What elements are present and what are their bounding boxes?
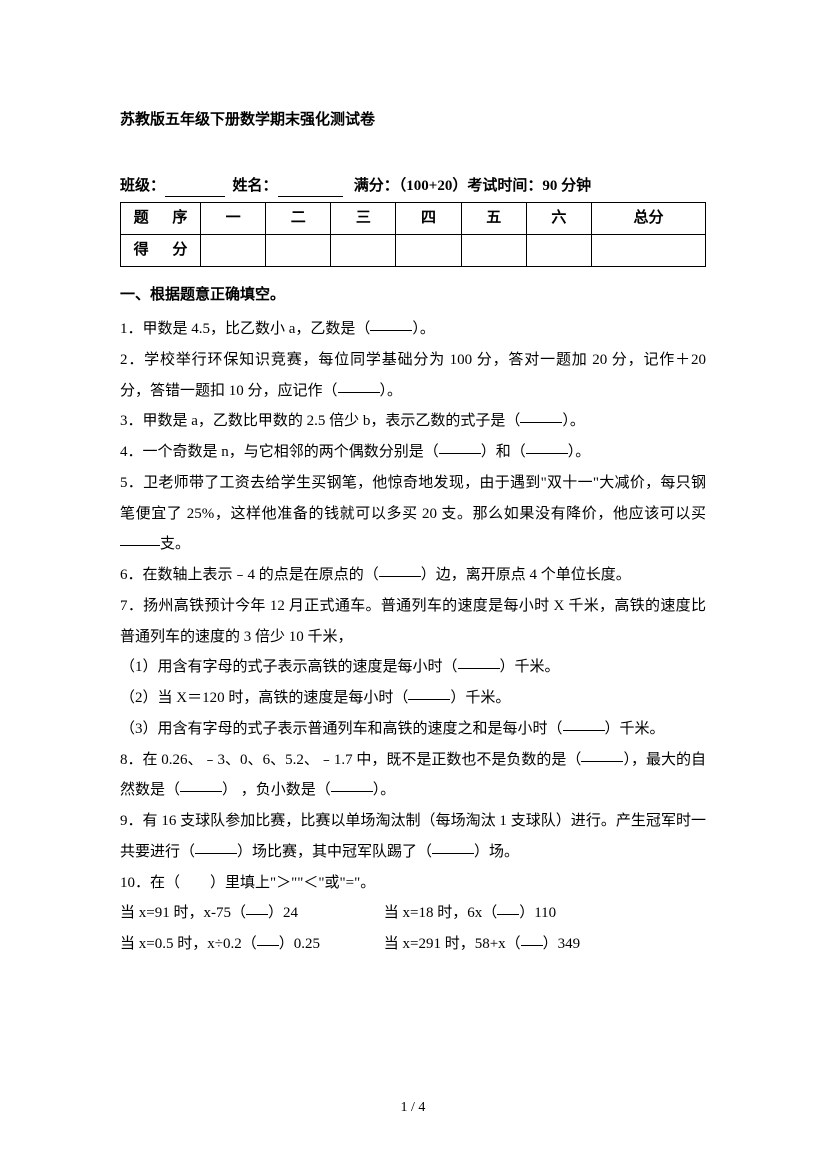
q1-blank[interactable]: [370, 317, 412, 331]
q9-blank2[interactable]: [432, 840, 474, 854]
q2-blank[interactable]: [338, 379, 380, 393]
score-4[interactable]: [396, 235, 461, 267]
question-7-1: （1）用含有字母的式子表示高铁的速度是每小时（ ）千米。: [120, 652, 706, 683]
q7-1b-text: ）千米。: [500, 659, 560, 675]
q8a-text: 8．在 0.26、﹣3、0、6、5.2、﹣1.7 中，既不是正数也不是负数的是（: [120, 752, 581, 768]
q10-r2-blank1[interactable]: [257, 932, 279, 946]
q7-1a-text: （1）用含有字母的式子表示高铁的速度是每小时（: [120, 659, 458, 675]
header-label: 题 序: [121, 203, 201, 235]
question-7-3: （3）用含有字母的式子表示普通列车和高铁的速度之和是每小时（ ）千米。: [120, 714, 706, 745]
q1-end: ）。: [412, 321, 435, 337]
class-blank[interactable]: [165, 181, 225, 197]
q10-r1-r: 当 x=18 时，6x（: [384, 905, 497, 921]
score-6[interactable]: [526, 235, 591, 267]
fullscore-label: 满分：（100+20）考试时间：90 分钟: [354, 178, 591, 194]
question-10-row1: 当 x=91 时，x-75（ ）24 当 x=18 时，6x（ ）110: [120, 898, 706, 929]
score-2[interactable]: [266, 235, 331, 267]
col-total: 总分: [591, 203, 705, 235]
score-3[interactable]: [331, 235, 396, 267]
q7-3-blank[interactable]: [563, 717, 605, 731]
q8d-text: ）。: [373, 782, 396, 798]
q4c-text: ）。: [568, 444, 591, 460]
q7-1-blank[interactable]: [458, 655, 500, 669]
question-4: 4．一个奇数是 n，与它相邻的两个偶数分别是（ ）和（ ）。: [120, 437, 706, 468]
col-6: 六: [526, 203, 591, 235]
section-1-title: 一、根据题意正确填空。: [120, 285, 706, 306]
question-2: 2．学校举行环保知识竞赛，每位同学基础分为 100 分，答对一题加 20 分，记…: [120, 345, 706, 407]
question-9: 9．有 16 支球队参加比赛，比赛以单场淘汰制（每场淘汰 1 支球队）进行。产生…: [120, 806, 706, 868]
q9-blank1[interactable]: [195, 840, 237, 854]
q7-2b-text: ）千米。: [450, 690, 510, 706]
q5-text: 5．卫老师带了工资去给学生买钢笔，他惊奇地发现，由于遇到"双十一"大减价，每只钢…: [120, 475, 706, 522]
question-7: 7．扬州高铁预计今年 12 月正式通车。普通列车的速度是每小时 X 千米，高铁的…: [120, 591, 706, 653]
q7-3b-text: ）千米。: [605, 721, 665, 737]
q10-r2-blank2[interactable]: [521, 932, 543, 946]
question-8: 8．在 0.26、﹣3、0、6、5.2、﹣1.7 中，既不是正数也不是负数的是（…: [120, 745, 706, 807]
question-3: 3．甲数是 a，乙数比甲数的 2.5 倍少 b，表示乙数的式子是（ ）。: [120, 406, 706, 437]
q3-end: ）。: [562, 413, 585, 429]
q10-r1-blank1[interactable]: [246, 901, 268, 915]
question-10: 10．在（ ）里填上"＞""＜"或"="。: [120, 868, 706, 899]
q2-end: ）。: [380, 383, 403, 399]
col-5: 五: [461, 203, 526, 235]
q3-text: 3．甲数是 a，乙数比甲数的 2.5 倍少 b，表示乙数的式子是（: [120, 413, 520, 429]
q4-blank2[interactable]: [526, 440, 568, 454]
q9b-text: ）场比赛，其中冠军队踢了（: [237, 844, 432, 860]
q7-2-blank[interactable]: [408, 686, 450, 700]
q10-r1-blank2[interactable]: [497, 901, 519, 915]
q10-r2-l: 当 x=0.5 时，x÷0.2（: [120, 936, 257, 952]
q7-3a-text: （3）用含有字母的式子表示普通列车和高铁的速度之和是每小时（: [120, 721, 563, 737]
q10-r1-l: 当 x=91 时，x-75（: [120, 905, 246, 921]
q8c-text: ） ，负小数是（: [222, 782, 331, 798]
score-1[interactable]: [201, 235, 266, 267]
table-header-row: 题 序 一 二 三 四 五 六 总分: [121, 203, 706, 235]
question-5: 5．卫老师带了工资去给学生买钢笔，他惊奇地发现，由于遇到"双十一"大减价，每只钢…: [120, 468, 706, 560]
question-6: 6．在数轴上表示﹣4 的点是在原点的（ ）边，离开原点 4 个单位长度。: [120, 560, 706, 591]
exam-title: 苏教版五年级下册数学期末强化测试卷: [120, 110, 706, 131]
q10-r1-r2: ）110: [519, 905, 556, 921]
col-4: 四: [396, 203, 461, 235]
q10-r2-l2: ）0.25: [279, 936, 320, 952]
col-2: 二: [266, 203, 331, 235]
q6b-text: ）边，离开原点 4 个单位长度。: [421, 567, 631, 583]
question-1: 1．甲数是 4.5，比乙数小 a，乙数是（ ）。: [120, 314, 706, 345]
info-line: 班级： 姓名： 满分：（100+20）考试时间：90 分钟: [120, 176, 706, 197]
q3-blank[interactable]: [520, 409, 562, 423]
q2-text: 2．学校举行环保知识竞赛，每位同学基础分为 100 分，答对一题加 20 分，记…: [120, 352, 706, 399]
q4-blank1[interactable]: [439, 440, 481, 454]
q1-text: 1．甲数是 4.5，比乙数小 a，乙数是（: [120, 321, 370, 337]
col-1: 一: [201, 203, 266, 235]
q9c-text: ）场。: [474, 844, 519, 860]
q10-r1-l2: ）24: [268, 905, 298, 921]
q8-blank3[interactable]: [331, 778, 373, 792]
score-table: 题 序 一 二 三 四 五 六 总分 得 分: [120, 202, 706, 267]
page-number: 1 / 4: [0, 1098, 826, 1118]
score-label: 得 分: [121, 235, 201, 267]
class-label: 班级：: [120, 178, 165, 194]
question-7-2: （2）当 X＝120 时，高铁的速度是每小时（ ）千米。: [120, 683, 706, 714]
table-score-row: 得 分: [121, 235, 706, 267]
score-total[interactable]: [591, 235, 705, 267]
q10-r2-r2: ）349: [543, 936, 581, 952]
q6-blank[interactable]: [379, 563, 421, 577]
name-blank[interactable]: [278, 181, 343, 197]
q5-blank[interactable]: [120, 532, 160, 546]
q7-2a-text: （2）当 X＝120 时，高铁的速度是每小时（: [120, 690, 408, 706]
q8-blank2[interactable]: [180, 778, 222, 792]
q6a-text: 6．在数轴上表示﹣4 的点是在原点的（: [120, 567, 379, 583]
q7-text: 7．扬州高铁预计今年 12 月正式通车。普通列车的速度是每小时 X 千米，高铁的…: [120, 598, 706, 645]
question-10-row2: 当 x=0.5 时，x÷0.2（ ）0.25 当 x=291 时，58+x（ ）34…: [120, 929, 706, 960]
q4a-text: 4．一个奇数是 n，与它相邻的两个偶数分别是（: [120, 444, 439, 460]
q8-blank1[interactable]: [581, 748, 623, 762]
q10-r2-r: 当 x=291 时，58+x（: [384, 936, 521, 952]
score-5[interactable]: [461, 235, 526, 267]
q5-end: 支。: [160, 536, 190, 552]
name-label: 姓名：: [233, 178, 278, 194]
q4b-text: ）和（: [481, 444, 526, 460]
col-3: 三: [331, 203, 396, 235]
